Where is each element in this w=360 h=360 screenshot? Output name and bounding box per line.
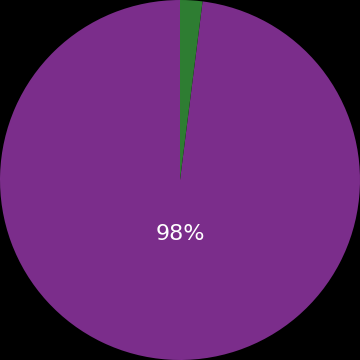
Wedge shape (180, 0, 203, 180)
Text: 98%: 98% (155, 224, 205, 244)
